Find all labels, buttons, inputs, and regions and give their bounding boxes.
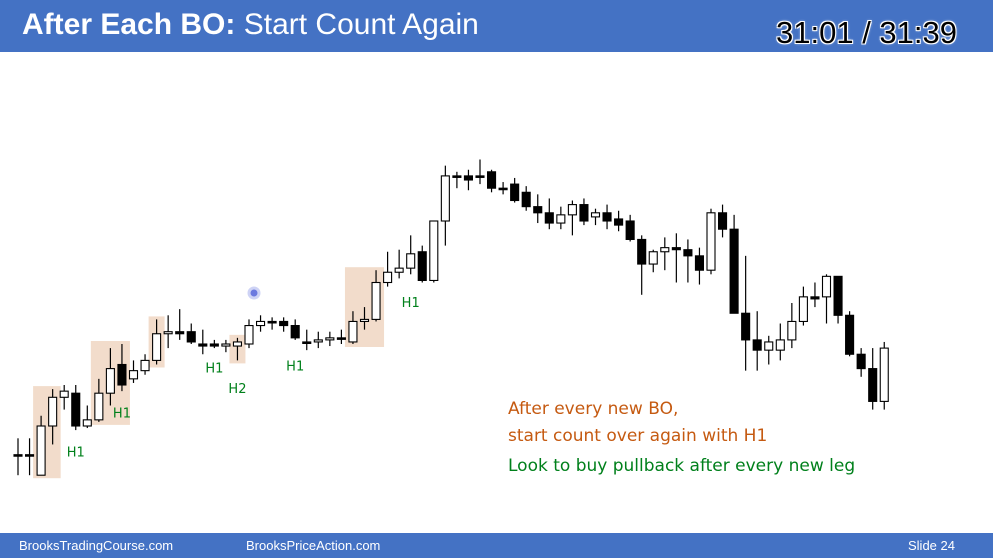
candle-body-26 bbox=[313, 339, 323, 343]
signal-label-h1-0: H1 bbox=[67, 445, 85, 460]
candle-body-29 bbox=[348, 320, 358, 343]
candle-body-23 bbox=[279, 320, 289, 327]
candle-body-22 bbox=[267, 320, 277, 324]
candle-body-74 bbox=[868, 368, 878, 402]
candle-body-32 bbox=[383, 271, 393, 284]
candle-body-20 bbox=[244, 324, 254, 345]
candle-body-63 bbox=[741, 312, 751, 341]
candle-body-38 bbox=[452, 175, 462, 178]
candle-body-6 bbox=[82, 419, 92, 427]
candle-body-35 bbox=[417, 251, 427, 282]
candle-body-14 bbox=[175, 331, 185, 335]
candle-body-34 bbox=[406, 253, 416, 269]
candle-body-0 bbox=[13, 454, 23, 457]
candle-body-43 bbox=[510, 183, 520, 202]
candle-body-55 bbox=[648, 251, 658, 265]
candle-body-27 bbox=[325, 337, 335, 341]
signal-label-h2-3: H2 bbox=[228, 382, 246, 397]
candle-body-52 bbox=[614, 218, 624, 226]
candle-body-21 bbox=[255, 320, 266, 327]
note-line-1: After every new BO, bbox=[508, 399, 679, 419]
candle-body-44 bbox=[521, 191, 531, 208]
candle-body-75 bbox=[879, 347, 889, 402]
candle-body-57 bbox=[671, 247, 681, 251]
candle-body-46 bbox=[544, 212, 554, 224]
candle-body-31 bbox=[371, 281, 381, 320]
candle-body-58 bbox=[683, 249, 693, 257]
candle-body-2 bbox=[36, 425, 46, 476]
candle-body-19 bbox=[232, 341, 242, 347]
candle-body-28 bbox=[336, 337, 346, 340]
footer-center-link: BrooksPriceAction.com bbox=[246, 538, 381, 553]
cursor-dot bbox=[247, 286, 261, 300]
candle-body-60 bbox=[706, 212, 716, 271]
candle-body-13 bbox=[163, 331, 173, 335]
candle-body-49 bbox=[579, 204, 589, 222]
signal-label-h1-2: H1 bbox=[205, 361, 223, 376]
candle-body-16 bbox=[198, 343, 208, 347]
candle-body-24 bbox=[290, 324, 300, 339]
candle-body-40 bbox=[475, 175, 485, 178]
candle-body-12 bbox=[152, 333, 162, 361]
candle-body-53 bbox=[625, 220, 635, 241]
candle-body-4 bbox=[59, 390, 69, 398]
note-line-2: start count over again with H1 bbox=[508, 426, 768, 446]
candle-body-1 bbox=[24, 454, 35, 457]
candle-body-72 bbox=[845, 314, 855, 355]
candle-body-66 bbox=[775, 339, 785, 351]
slide-title-rest: Start Count Again bbox=[243, 8, 479, 41]
candle-body-42 bbox=[498, 187, 508, 191]
candle-body-67 bbox=[787, 320, 797, 341]
candle-body-48 bbox=[567, 204, 577, 216]
candle-body-39 bbox=[463, 175, 474, 181]
signal-label-h1-1: H1 bbox=[113, 407, 131, 422]
candle-body-7 bbox=[94, 392, 104, 421]
price-chart: H1 H1 H1 H2 H1 H1 bbox=[13, 159, 889, 479]
signal-label-h1-4: H1 bbox=[286, 359, 304, 374]
candle-body-10 bbox=[128, 370, 139, 380]
candle-body-17 bbox=[209, 343, 219, 347]
video-timer: 31:01 / 31:39 bbox=[776, 15, 957, 50]
candle-body-41 bbox=[486, 171, 497, 189]
candle-body-50 bbox=[590, 212, 601, 218]
signal-label-h1-5: H1 bbox=[402, 296, 420, 311]
footer-left-link: BrooksTradingCourse.com bbox=[19, 538, 174, 553]
candle-body-62 bbox=[729, 228, 739, 314]
candle-body-47 bbox=[556, 214, 566, 224]
candle-body-59 bbox=[694, 255, 705, 271]
candle-body-8 bbox=[105, 368, 115, 394]
slide-title-bold: After Each BO: bbox=[22, 8, 236, 41]
candle-body-18 bbox=[221, 343, 231, 347]
candle-body-71 bbox=[833, 275, 843, 316]
candle-body-9 bbox=[117, 363, 127, 386]
candle-body-73 bbox=[856, 353, 866, 370]
candle-body-64 bbox=[752, 339, 762, 351]
candle-body-65 bbox=[764, 341, 774, 351]
candle-body-37 bbox=[440, 175, 450, 222]
candle-body-70 bbox=[821, 275, 832, 298]
candle-body-3 bbox=[48, 396, 58, 427]
slide-header: After Each BO: Start Count Again bbox=[0, 0, 993, 52]
candle-body-11 bbox=[140, 359, 150, 372]
candle-body-68 bbox=[798, 296, 808, 323]
candle-body-54 bbox=[637, 238, 647, 265]
candle-body-33 bbox=[394, 267, 404, 273]
candle-body-61 bbox=[717, 212, 728, 230]
candle-body-45 bbox=[533, 206, 543, 214]
candle-body-51 bbox=[602, 212, 612, 222]
slide-footer: BrooksTradingCourse.com BrooksPriceActio… bbox=[0, 533, 993, 558]
note-line-3: Look to buy pullback after every new leg bbox=[508, 456, 856, 476]
slide-title: After Each BO: Start Count Again bbox=[22, 6, 479, 44]
candle-body-36 bbox=[429, 220, 439, 282]
candle-body-5 bbox=[71, 392, 81, 427]
candle-body-30 bbox=[359, 318, 370, 322]
slide-number: Slide 24 bbox=[908, 538, 955, 553]
candle-body-15 bbox=[186, 331, 196, 343]
candle-body-69 bbox=[810, 296, 820, 300]
candle-body-25 bbox=[302, 341, 312, 345]
candle-body-56 bbox=[660, 247, 670, 253]
